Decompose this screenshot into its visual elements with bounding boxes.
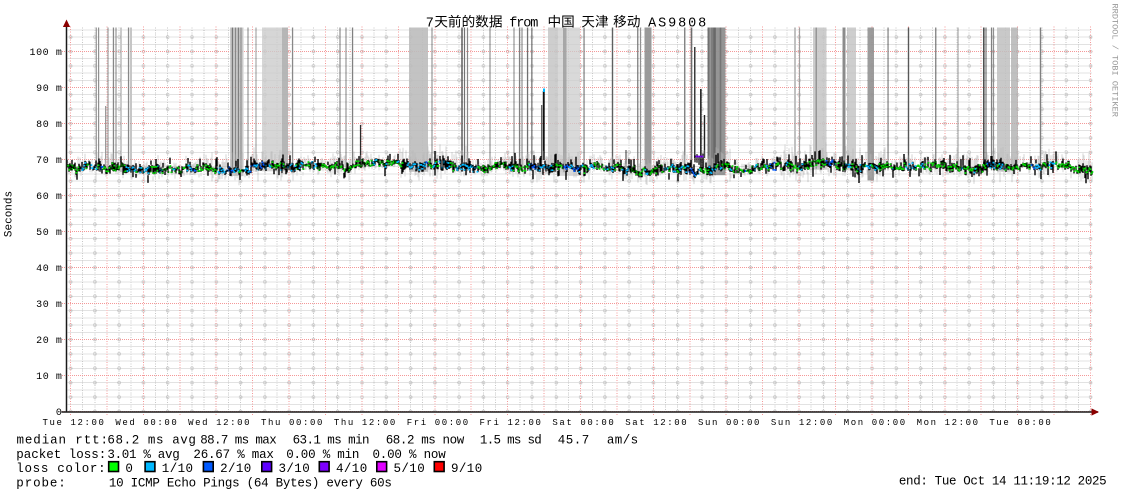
svg-text:Mon 00:00: Mon 00:00 — [844, 418, 907, 428]
svg-text:9/10: 9/10 — [451, 462, 483, 476]
svg-text:Sun 00:00: Sun 00:00 — [698, 418, 761, 428]
svg-text:40 m: 40 m — [36, 264, 62, 275]
svg-text:Thu 12:00: Thu 12:00 — [334, 418, 397, 428]
svg-text:Fri 12:00: Fri 12:00 — [480, 418, 543, 428]
svg-text:Wed 00:00: Wed 00:00 — [115, 418, 178, 428]
svg-text:45.7: 45.7 — [558, 434, 590, 448]
svg-text:88.7 ms max: 88.7 ms max — [200, 434, 276, 448]
svg-text:Tue 00:00: Tue 00:00 — [989, 418, 1052, 428]
svg-text:7: 7 — [426, 16, 434, 31]
svg-text:4/10: 4/10 — [336, 462, 368, 476]
svg-text:Fri 00:00: Fri 00:00 — [407, 418, 470, 428]
svg-text:100 m: 100 m — [29, 48, 62, 59]
svg-text:AS9808: AS9808 — [648, 16, 708, 31]
svg-text:Tue 12:00: Tue 12:00 — [42, 418, 105, 428]
svg-text:60 m: 60 m — [36, 192, 62, 203]
svg-text:50 m: 50 m — [36, 228, 62, 239]
svg-text:Sat 12:00: Sat 12:00 — [625, 418, 688, 428]
svg-text:end: Tue Oct 14 11:19:12 2025: end: Tue Oct 14 11:19:12 2025 — [899, 475, 1106, 489]
svg-text:packet loss:: packet loss: — [16, 448, 106, 462]
svg-text:10 ICMP Echo Pings (64 Bytes): 10 ICMP Echo Pings (64 Bytes) every 60s — [109, 476, 392, 490]
svg-text:5/10: 5/10 — [394, 462, 426, 476]
svg-text:0: 0 — [125, 462, 133, 476]
svg-text:from: from — [509, 16, 538, 31]
svg-text:26.67 % max: 26.67 % max — [193, 448, 273, 462]
svg-text:3.01 % avg: 3.01 % avg — [107, 448, 179, 462]
svg-text:70 m: 70 m — [36, 156, 62, 167]
svg-text:1.5 ms sd: 1.5 ms sd — [480, 434, 541, 448]
svg-text:Sun 12:00: Sun 12:00 — [771, 418, 834, 428]
svg-text:10 m: 10 m — [36, 372, 62, 383]
svg-text:loss color:: loss color: — [16, 462, 106, 476]
svg-text:am/s: am/s — [607, 434, 639, 448]
svg-text:Thu 00:00: Thu 00:00 — [261, 418, 324, 428]
svg-text:Sat 00:00: Sat 00:00 — [552, 418, 615, 428]
svg-text:80 m: 80 m — [36, 120, 62, 131]
svg-text:Seconds: Seconds — [4, 191, 16, 237]
svg-text:Mon 12:00: Mon 12:00 — [917, 418, 980, 428]
svg-text:90 m: 90 m — [36, 84, 62, 95]
svg-text:20 m: 20 m — [36, 336, 62, 347]
svg-text:0.00 % min: 0.00 % min — [286, 448, 359, 462]
svg-text:3/10: 3/10 — [279, 462, 311, 476]
svg-text:63.1 ms min: 63.1 ms min — [293, 434, 369, 448]
svg-text:probe:: probe: — [16, 476, 66, 490]
svg-text:30 m: 30 m — [36, 300, 62, 311]
svg-text:68.2 ms now: 68.2 ms now — [386, 434, 465, 448]
svg-text:median rtt:: median rtt: — [17, 434, 109, 448]
svg-text:0: 0 — [56, 408, 63, 419]
svg-text:68.2 ms avg: 68.2 ms avg — [107, 434, 196, 448]
svg-text:1/10: 1/10 — [162, 462, 194, 476]
svg-text:Wed 12:00: Wed 12:00 — [188, 418, 251, 428]
svg-text:0.00 % now: 0.00 % now — [373, 448, 447, 462]
svg-text:2/10: 2/10 — [220, 462, 252, 476]
svg-text:RRDTOOL / TOBI OETIKER: RRDTOOL / TOBI OETIKER — [1110, 4, 1120, 117]
